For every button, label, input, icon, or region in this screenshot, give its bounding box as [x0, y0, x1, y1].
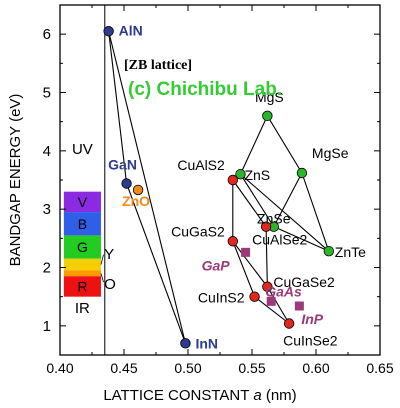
label-zns: ZnS: [244, 167, 270, 183]
label-znse: ZnSe: [257, 211, 291, 227]
y-tick-label: 4: [43, 143, 51, 160]
label-mgs: MgS: [255, 89, 284, 105]
x-axis-label: LATTICE CONSTANT a (nm): [103, 387, 296, 404]
spectrum-band-b: [63, 212, 101, 236]
label-cugase2: CuGaSe2: [273, 274, 335, 290]
x-tick-label: 0.45: [110, 360, 137, 376]
x-axis-label-suffix: (nm): [262, 387, 297, 404]
orange-leader-line: [100, 273, 104, 283]
spectrum-band-label: V: [78, 194, 88, 210]
label-cuals2: CuAlS2: [177, 157, 225, 173]
spectrum-band-label: B: [78, 216, 87, 232]
point-inp: [294, 301, 304, 311]
point-cuins2: [249, 291, 260, 302]
y-tick-label: 3: [43, 201, 51, 218]
connection-cugas2-cugase2: [232, 240, 268, 288]
point-znte: [323, 245, 335, 257]
label-cualse2: CuAlSe2: [252, 232, 307, 248]
point-mgs: [262, 110, 273, 122]
connection-gan-inn: [126, 183, 186, 344]
point-gap: [241, 247, 251, 257]
point-inn: [180, 338, 191, 349]
label-cuinse2: CuInSe2: [283, 333, 338, 349]
point-zno: [132, 184, 144, 196]
x-tick-label: 0.60: [302, 360, 329, 376]
x-axis-label-prefix: LATTICE CONSTANT: [103, 387, 253, 404]
ir-label: IR: [75, 300, 90, 317]
point-aln: [103, 26, 114, 37]
connection-mgs-zns: [239, 115, 268, 175]
point-cuals2: [227, 174, 239, 186]
label-inn: InN: [195, 335, 218, 351]
connection-cuins2-cuinse2: [254, 296, 290, 324]
point-cugas2: [227, 236, 239, 247]
y-tick-label: 6: [43, 26, 51, 43]
spectrum-band-v: [63, 191, 101, 213]
point-gan: [121, 178, 132, 189]
spectrum-bands: VBG R: [63, 191, 101, 297]
label-gaas: GaAs: [265, 283, 302, 299]
spectrum-band-label: G: [77, 239, 88, 255]
watermark-text: (c) Chichibu Lab.: [128, 79, 282, 100]
orange-label: O: [104, 276, 116, 293]
chart-title: [ZB lattice]: [124, 58, 192, 73]
x-tick-label: 0.65: [366, 360, 393, 376]
x-tick-label: 0.50: [174, 360, 201, 376]
connection-mgse-znse: [273, 172, 303, 227]
point-cugase2: [262, 281, 273, 292]
spectrum-band-3: [63, 258, 101, 271]
label-cuins2: CuInS2: [198, 290, 245, 306]
label-cugas2: CuGaS2: [171, 223, 225, 239]
point-labels: AlN GaN InN ZnO MgS ZnS MgSe ZnSe ZnTe CuAlS2 CuAl…: [108, 22, 366, 351]
y-axis-label: BANDGAP ENERGY (eV): [7, 94, 24, 267]
connection-mgs-mgse: [266, 115, 303, 174]
y-tick-label: 5: [43, 85, 51, 102]
uv-label: UV: [72, 141, 93, 158]
connection-cugas2-cuins2: [232, 241, 256, 297]
label-aln: AlN: [119, 22, 143, 38]
yellow-label: Y: [104, 246, 114, 263]
spectrum-band-r: [63, 276, 101, 297]
connection-lines: [108, 31, 330, 344]
connection-aln-gan: [108, 31, 128, 184]
connection-cugase2-cuinse2: [266, 286, 290, 324]
label-gap: GaP: [202, 257, 231, 273]
connection-znse-znte: [273, 226, 330, 252]
x-tick-label: 0.55: [238, 360, 265, 376]
point-zns: [235, 168, 246, 180]
label-znte: ZnTe: [335, 244, 366, 260]
connection-cuals2-cualse2: [232, 179, 267, 227]
y-tick-label: 2: [43, 260, 51, 277]
connection-cualse2-cugase2: [265, 226, 268, 287]
spectrum-band-4: [63, 270, 101, 277]
axis-ticks: 0.40 0.45 0.50 0.55 0.60 0.65 1 2 3 4 5 6: [43, 5, 394, 376]
x-axis-label-variable: a: [253, 387, 261, 404]
x-tick-label: 0.40: [46, 360, 73, 376]
label-inp: InP: [301, 311, 323, 327]
spectrum-band-g: [63, 235, 101, 259]
label-gan: GaN: [108, 157, 137, 173]
yellow-leader-line: [100, 254, 104, 265]
connection-mgse-znte: [301, 172, 330, 252]
connection-zns-znse: [240, 173, 275, 227]
connection-zns-znte: [240, 173, 330, 252]
connection-aln-inn: [108, 31, 186, 344]
spectrum-band-label: R: [77, 278, 87, 294]
y-tick-label: 1: [43, 318, 51, 335]
point-mgse: [296, 167, 308, 179]
data-points: [103, 26, 335, 349]
point-gaas: [266, 296, 276, 306]
label-mgse: MgSe: [312, 145, 349, 161]
point-cualse2: [260, 221, 272, 232]
point-cuinse2: [283, 318, 295, 329]
label-zno: ZnO: [122, 193, 150, 209]
